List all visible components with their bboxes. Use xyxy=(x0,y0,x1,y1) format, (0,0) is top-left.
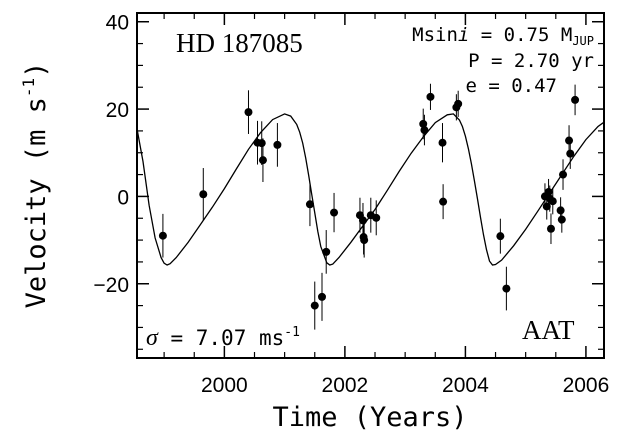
data-point xyxy=(305,200,314,209)
data-point xyxy=(419,119,428,128)
data-point xyxy=(420,126,429,135)
data-point xyxy=(158,231,167,240)
msini-annotation: Msini = 0.75 MJUP xyxy=(412,24,594,48)
y-tick-label: 20 xyxy=(106,99,129,122)
sigma-value: = 7.07 ms xyxy=(158,326,284,350)
data-point xyxy=(330,208,339,217)
keplerian-fit-line xyxy=(136,113,605,266)
sigma-symbol: σ xyxy=(146,325,159,351)
msini-italic-i: i xyxy=(458,24,469,46)
data-point xyxy=(360,236,369,245)
data-point xyxy=(496,232,505,241)
data-point xyxy=(454,99,463,108)
y-tick-label: 0 xyxy=(117,186,129,209)
data-point xyxy=(502,284,511,293)
data-point xyxy=(548,197,557,206)
x-tick-label: 2006 xyxy=(563,374,610,397)
y-tick-label: 40 xyxy=(106,12,129,35)
y-axis-title-close: ) xyxy=(21,62,52,78)
data-point xyxy=(566,149,575,158)
x-tick-label: 2002 xyxy=(322,374,369,397)
data-point xyxy=(358,216,367,225)
plot-frame xyxy=(136,12,605,359)
data-point xyxy=(257,139,266,148)
data-point xyxy=(544,188,553,197)
axis-tick-labels: 2000 2002 2004 2006 −20 0 20 40 xyxy=(93,12,609,397)
x-tick-label: 2004 xyxy=(442,374,489,397)
data-point xyxy=(199,190,208,199)
axis-ticks xyxy=(137,13,604,358)
data-point xyxy=(244,108,253,117)
y-tick-label: −20 xyxy=(93,274,129,297)
instrument-label: AAT xyxy=(522,315,575,345)
data-point xyxy=(571,95,580,104)
data-point xyxy=(565,136,574,145)
x-tick-label: 2000 xyxy=(201,374,248,397)
period-annotation: P = 2.70 yr xyxy=(468,50,594,72)
data-point xyxy=(372,213,381,222)
data-point xyxy=(273,140,282,149)
model-curve-group xyxy=(136,113,605,266)
data-point xyxy=(317,292,326,301)
data-point xyxy=(438,138,447,147)
data-point xyxy=(546,224,555,233)
data-point xyxy=(426,92,435,101)
y-axis-title-text: Velocity (m s xyxy=(21,97,52,308)
data-point xyxy=(556,206,565,215)
star-name-label: HD 187085 xyxy=(176,28,303,58)
observations-group xyxy=(158,83,580,330)
eccentricity-annotation: e = 0.47 xyxy=(465,75,557,97)
data-point xyxy=(322,247,331,256)
msini-value: = 0.75 M xyxy=(469,24,572,46)
data-point xyxy=(439,197,448,206)
data-point xyxy=(258,156,267,165)
rms-sigma-annotation: σ = 7.07 ms-1 xyxy=(146,325,300,351)
data-point xyxy=(559,170,568,179)
msini-subscript: JUP xyxy=(572,34,594,48)
y-axis-title: Velocity (m s-1) xyxy=(19,62,52,309)
data-point xyxy=(557,215,566,224)
x-axis-title: Time (Years) xyxy=(272,402,467,433)
msini-label: Msin xyxy=(412,24,458,46)
y-axis-title-superscript: -1 xyxy=(19,78,38,97)
sigma-superscript: -1 xyxy=(284,325,300,340)
data-point xyxy=(310,301,319,310)
